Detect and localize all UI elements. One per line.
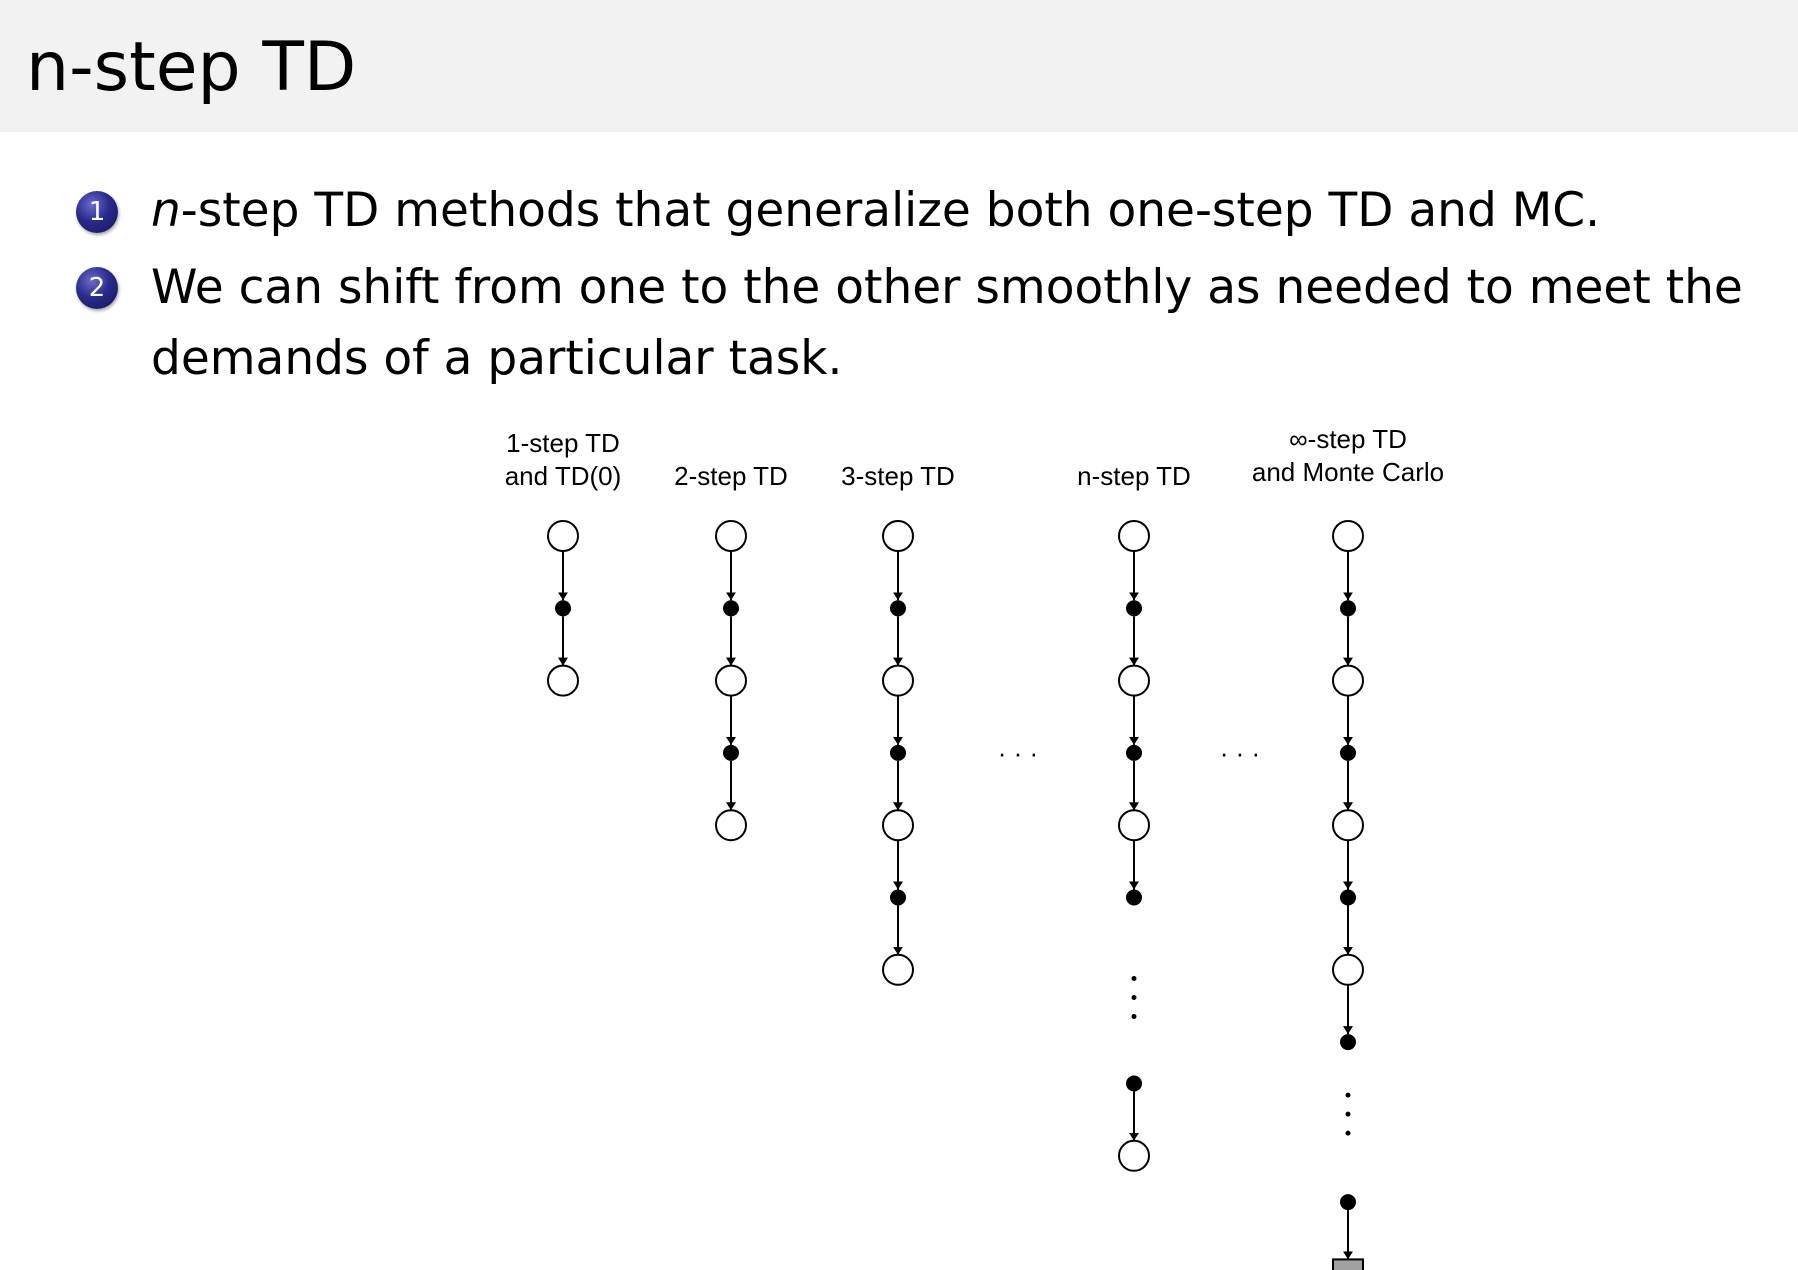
state-node	[1332, 520, 1364, 552]
action-node	[1126, 1075, 1142, 1092]
bullet-text: -step TD methods that generalize both on…	[180, 183, 1601, 238]
state-node	[882, 953, 914, 986]
action-node	[1340, 1194, 1356, 1211]
bullet-item-2-line-2: demands of a particular task.	[151, 331, 843, 386]
column-label: 1-step TD	[506, 428, 620, 458]
state-node	[715, 809, 747, 842]
action-node	[555, 600, 571, 617]
state-node	[1118, 1139, 1150, 1172]
column-label: and Monte Carlo	[1252, 457, 1444, 487]
bullet-item-2-line-1: We can shift from one to the other smoot…	[151, 260, 1743, 315]
column-label: 3-step TD	[841, 461, 955, 491]
vertical-ellipsis-dot	[1345, 1092, 1351, 1098]
state-node	[547, 664, 579, 697]
action-node	[723, 600, 739, 617]
bullet-item-1: n-step TD methods that generalize both o…	[151, 176, 1600, 246]
bullet-number-2: 2	[76, 267, 118, 309]
action-node	[1340, 600, 1356, 617]
state-node	[1118, 664, 1150, 697]
italic-n: n	[151, 183, 181, 238]
column-label: 2-step TD	[674, 461, 788, 491]
state-node	[547, 520, 579, 552]
slide-header: n-step TD	[0, 0, 1798, 132]
state-node	[715, 664, 747, 697]
action-node	[1340, 889, 1356, 906]
state-node	[1332, 809, 1364, 842]
state-node	[882, 809, 914, 842]
state-node	[1332, 953, 1364, 986]
horizontal-ellipsis: · · ·	[998, 738, 1038, 768]
column-label: ∞-step TD	[1289, 424, 1407, 454]
horizontal-ellipsis: · · ·	[1220, 738, 1260, 768]
state-node	[1332, 664, 1364, 697]
vertical-ellipsis-dot	[1131, 1014, 1137, 1019]
slide-title: n-step TD	[26, 28, 357, 107]
column-label: and TD(0)	[505, 461, 622, 491]
vertical-ellipsis-dot	[1131, 995, 1137, 1000]
column-label: n-step TD	[1077, 461, 1191, 491]
action-node	[890, 600, 906, 617]
action-node	[890, 889, 906, 906]
state-node	[715, 520, 747, 552]
bullet-number-1: 1	[76, 191, 118, 233]
vertical-ellipsis-dot	[1131, 976, 1137, 981]
terminal-node	[1332, 1258, 1364, 1270]
action-node	[1126, 744, 1142, 761]
vertical-ellipsis-dot	[1345, 1111, 1351, 1117]
state-node	[1118, 520, 1150, 552]
action-node	[890, 744, 906, 761]
action-node	[1126, 889, 1142, 906]
vertical-ellipsis-dot	[1345, 1130, 1351, 1136]
action-node	[1340, 1034, 1356, 1051]
state-node	[1118, 809, 1150, 842]
state-node	[882, 664, 914, 697]
state-node	[882, 520, 914, 552]
action-node	[723, 744, 739, 761]
action-node	[1340, 744, 1356, 761]
action-node	[1126, 600, 1142, 617]
